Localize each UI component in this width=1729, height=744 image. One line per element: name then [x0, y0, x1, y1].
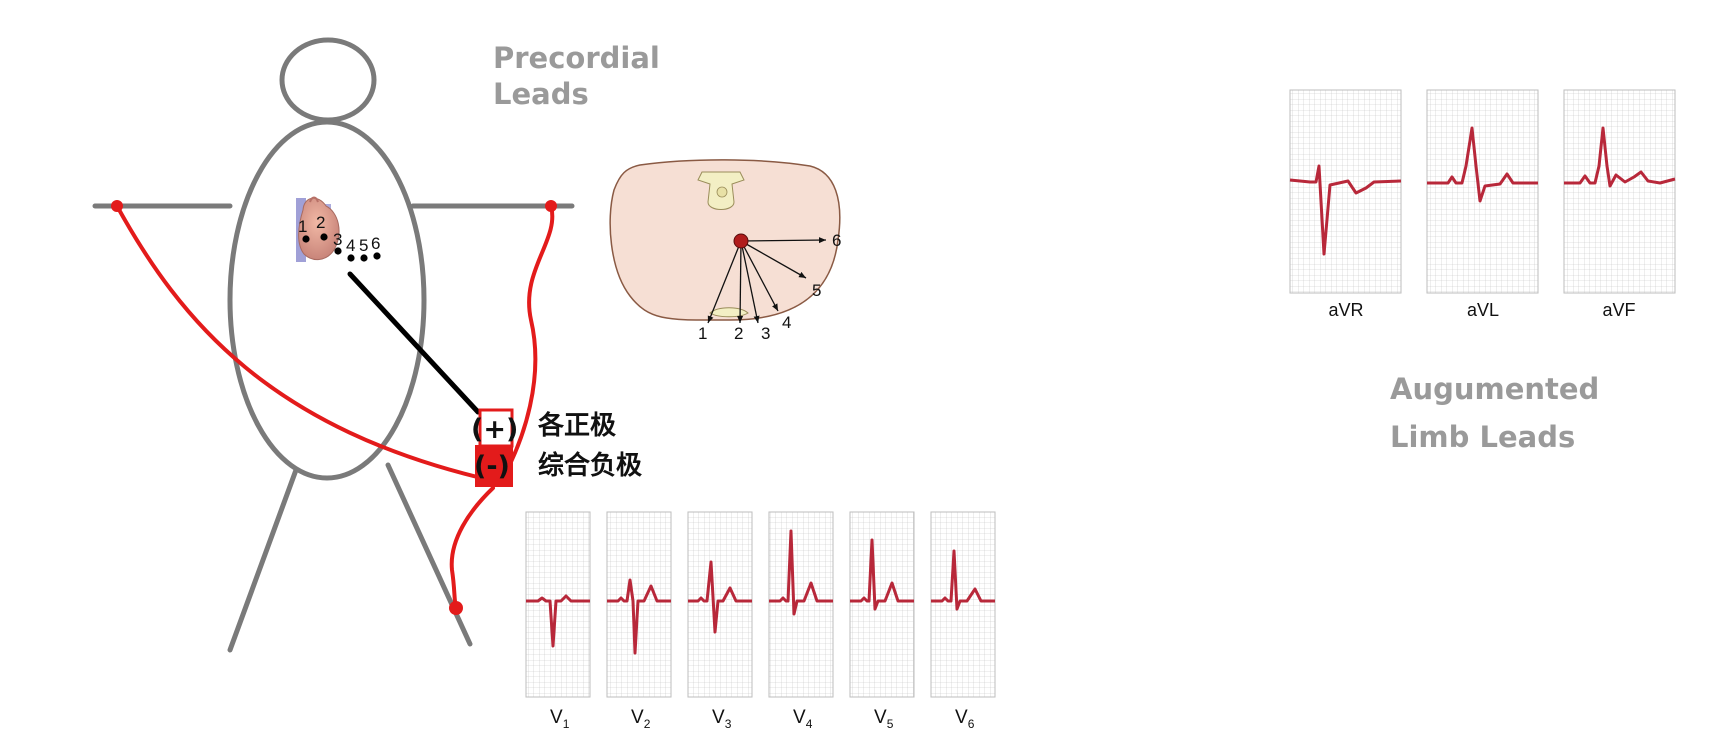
ecg-strip-avr: aVR [1289, 89, 1402, 320]
lead-vector-arrows [707, 237, 827, 324]
figure-right-leg [385, 462, 473, 647]
positive-lead-wire [347, 271, 481, 415]
chest-dot-3 [334, 247, 342, 255]
figure-head [279, 37, 377, 123]
chest-dot-2 [320, 233, 328, 241]
lead-label-v5: V5 [874, 707, 894, 731]
chest-position-label: 6 [371, 234, 380, 253]
human-figure [92, 37, 575, 653]
augmented-title: Augumented [1390, 372, 1599, 406]
negative-electrode-label: 综合负极 [538, 450, 643, 481]
figure-torso [227, 119, 427, 481]
ecg-strip-avf: aVF [1563, 89, 1676, 320]
chest-dot-5 [360, 254, 368, 262]
right-arm-electrode [545, 200, 557, 212]
right-arm-wire [506, 204, 555, 470]
chest-position-label: 2 [316, 213, 325, 232]
negative-terminal: (-) [474, 445, 513, 487]
vector-label: 3 [761, 324, 770, 343]
lead-label-avr: aVR [1328, 300, 1363, 320]
augmented-title-line2: Limb Leads [1390, 420, 1575, 454]
heart-icon [296, 196, 340, 262]
leg-wire [449, 486, 495, 610]
chest-electrode-positions: 1 2 3 4 5 6 [298, 213, 381, 262]
lead-label-v6: V6 [955, 707, 975, 731]
sternum-icon [709, 307, 749, 318]
lead-label-avf: aVF [1602, 300, 1635, 320]
chest-position-label: 3 [333, 230, 342, 249]
chest-position-label: 5 [359, 236, 368, 255]
ecg-strip-v3: V3 [687, 511, 753, 731]
figure-left-leg [227, 467, 299, 653]
positive-electrode-label: 各正极 [537, 410, 617, 441]
chest-dot-4 [347, 254, 355, 262]
lead-label-v1: V1 [550, 707, 570, 731]
left-arm-electrode [111, 200, 123, 212]
lead-label-v2: V2 [631, 707, 651, 731]
limb-lead-wires [115, 204, 555, 610]
heart-center-dot [733, 233, 749, 249]
ecg-strip-v1: V1 [525, 511, 591, 731]
vector-label: 4 [782, 313, 791, 332]
spine-icon [697, 171, 745, 210]
vector-label: 5 [812, 281, 821, 300]
positive-terminal: (+) [471, 408, 518, 448]
thorax-cross-section: 1 2 3 4 5 6 [609, 159, 841, 343]
negative-symbol: (-) [474, 451, 510, 482]
ecg-strip-v5: V5 [849, 511, 915, 731]
precordial-title: Precordial [493, 41, 660, 75]
lead-label-v3: V3 [712, 707, 732, 731]
ecg-strip-v2: V2 [606, 511, 672, 731]
vector-label: 1 [698, 324, 707, 343]
ecg-strip-avl: aVL [1426, 89, 1539, 320]
chest-dot-1 [302, 235, 310, 243]
left-arm-wire [115, 204, 496, 483]
positive-symbol: (+) [471, 414, 518, 445]
ecg-strip-v6: V6 [930, 511, 996, 731]
augmented-ecg-strips: aVR aVL aVF [1289, 89, 1676, 320]
chest-dot-6 [373, 252, 381, 260]
lead-label-v4: V4 [793, 707, 813, 731]
vector-label: 2 [734, 324, 743, 343]
vector-label: 6 [832, 231, 841, 250]
leg-electrode [449, 601, 463, 615]
precordial-title-line2: Leads [493, 77, 589, 111]
chest-position-label: 4 [346, 236, 355, 255]
precordial-ecg-strips: V1 V2 V3 V4 V5 V6 [525, 511, 996, 731]
ecg-strip-v4: V4 [768, 511, 834, 731]
lead-label-avl: aVL [1467, 300, 1499, 320]
chest-position-label: 1 [298, 217, 307, 236]
